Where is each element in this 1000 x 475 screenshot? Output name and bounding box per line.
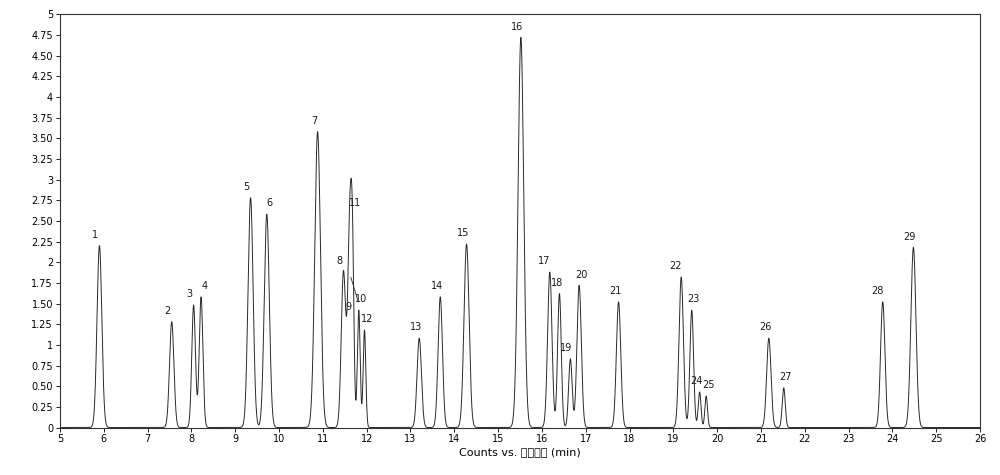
Text: 14: 14 — [431, 281, 443, 291]
Text: 4: 4 — [202, 281, 208, 291]
Text: 19: 19 — [560, 343, 572, 353]
Text: 26: 26 — [759, 323, 772, 332]
Text: 5: 5 — [243, 182, 249, 192]
Text: 1: 1 — [92, 230, 98, 240]
Text: 3: 3 — [186, 289, 192, 299]
Text: 21: 21 — [609, 286, 621, 296]
Text: 11: 11 — [349, 199, 361, 209]
Text: 23: 23 — [688, 294, 700, 304]
Text: 6: 6 — [266, 199, 272, 209]
Text: 16: 16 — [511, 21, 523, 32]
Text: 20: 20 — [575, 269, 588, 280]
Text: 22: 22 — [670, 261, 682, 271]
Text: 12: 12 — [360, 314, 373, 324]
Text: 24: 24 — [690, 376, 702, 386]
Text: 2: 2 — [164, 306, 170, 316]
Text: 10: 10 — [355, 294, 367, 304]
Text: 28: 28 — [871, 286, 884, 296]
Text: 7: 7 — [311, 116, 317, 126]
Text: 9: 9 — [345, 302, 351, 312]
Text: 29: 29 — [904, 231, 916, 241]
Text: 18: 18 — [551, 278, 563, 288]
Text: 25: 25 — [702, 380, 715, 390]
Text: 27: 27 — [780, 372, 792, 382]
X-axis label: Counts vs. 采集时间 (min): Counts vs. 采集时间 (min) — [459, 447, 581, 457]
Text: 8: 8 — [336, 256, 342, 266]
Text: 17: 17 — [538, 256, 551, 266]
Text: 13: 13 — [410, 323, 422, 332]
Text: 15: 15 — [457, 228, 469, 238]
